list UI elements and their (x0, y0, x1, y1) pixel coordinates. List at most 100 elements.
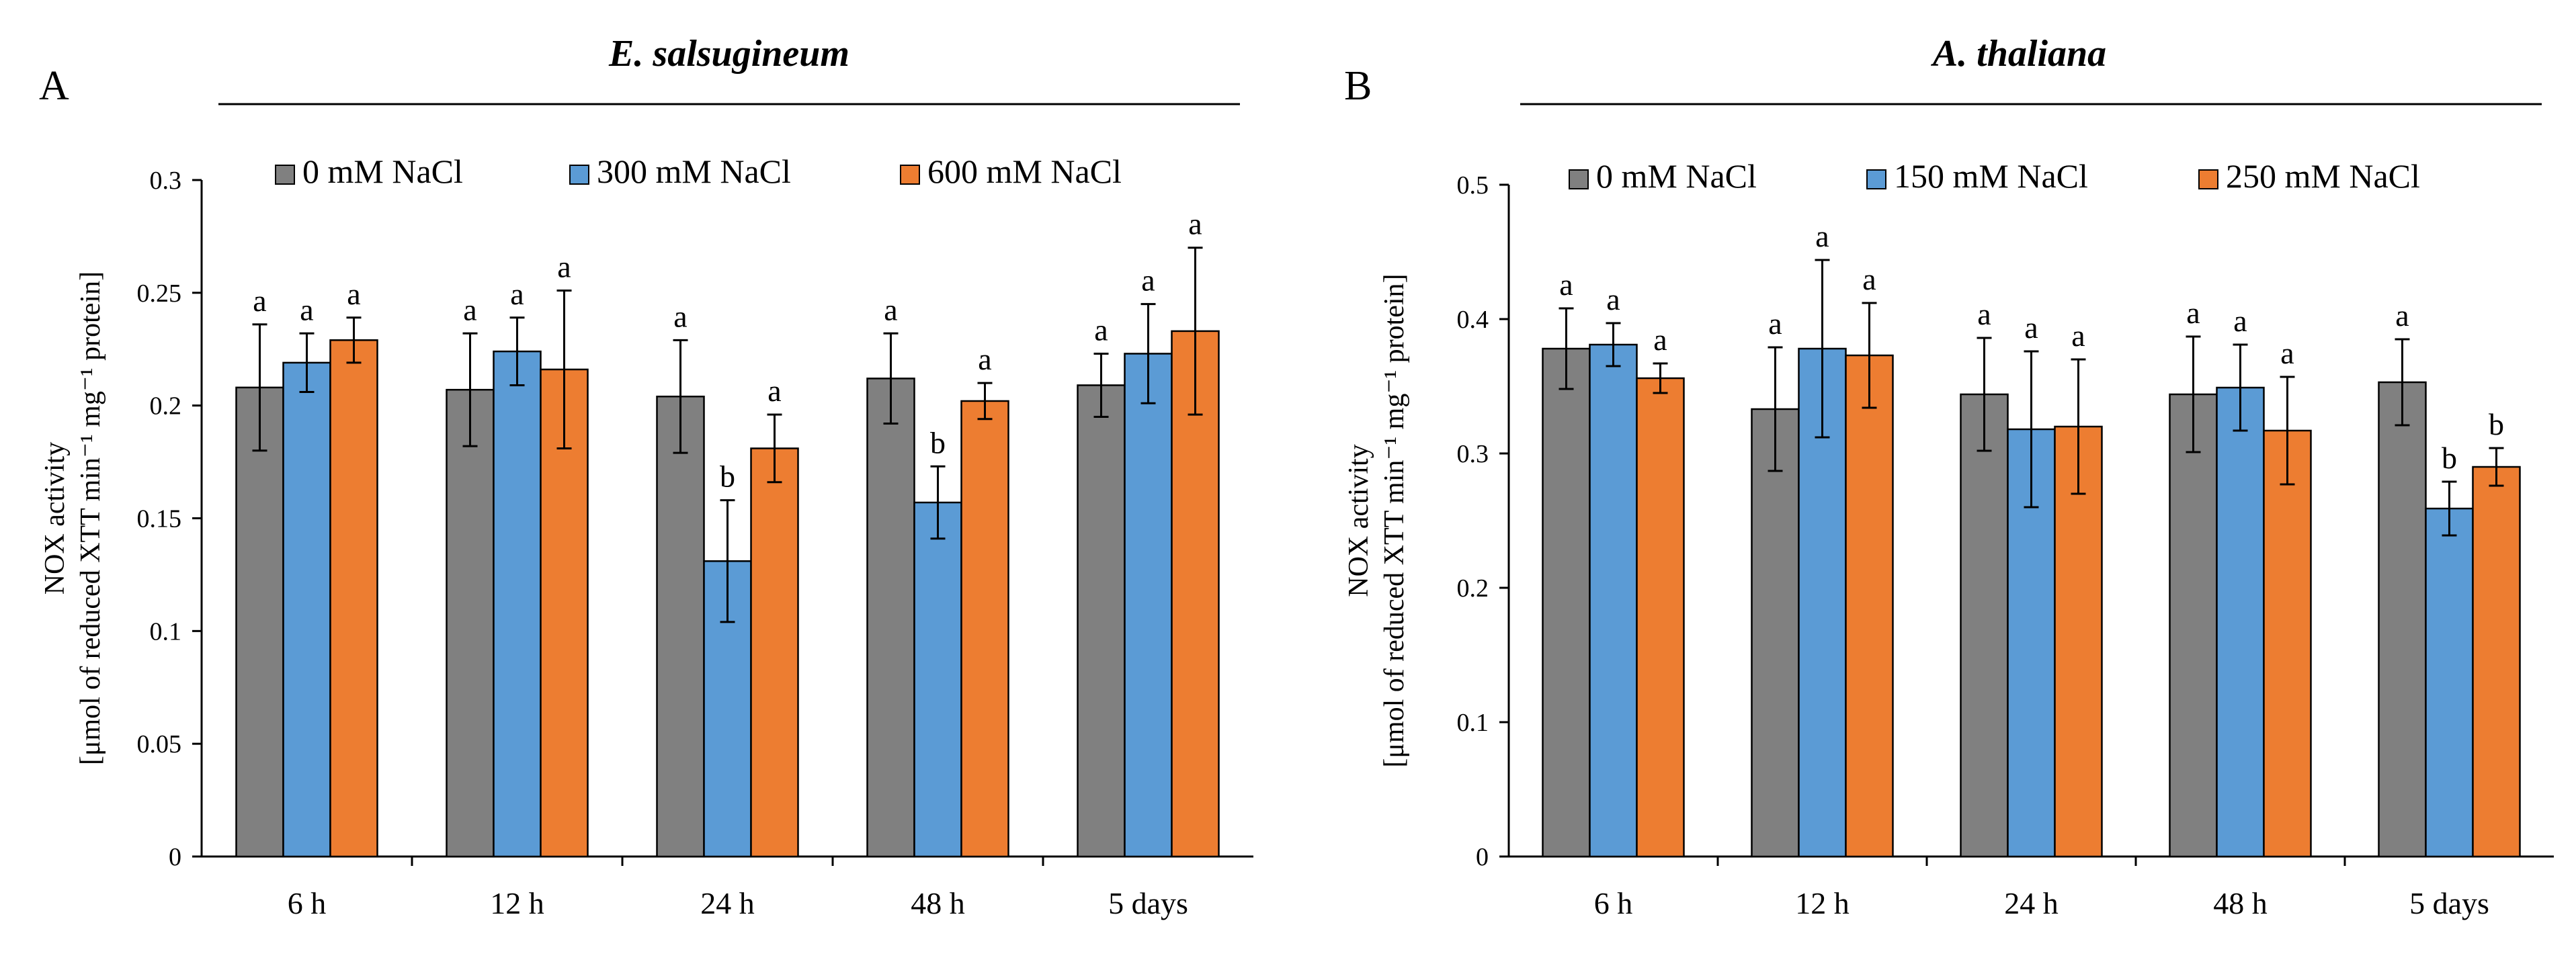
y-tick-label: 0.15 (137, 505, 182, 533)
y-tick-label: 0.5 (1457, 171, 1489, 200)
y-tick-label: 0.4 (1457, 306, 1489, 334)
legend-swatch (900, 165, 920, 185)
bar (866, 378, 915, 858)
significance-letter: a (2233, 304, 2247, 338)
significance-letter: a (2024, 310, 2038, 345)
x-tick-label: 48 h (911, 886, 965, 920)
y-tick-label: 0.3 (1457, 440, 1489, 468)
bar (1077, 384, 1126, 858)
bar (656, 395, 705, 858)
bar (1636, 377, 1685, 858)
bar (1751, 408, 1800, 858)
legend-swatch (1866, 169, 1886, 189)
significance-letter: a (1094, 312, 1108, 347)
bar (2378, 381, 2427, 858)
y-axis-label-line1: NOX activity (40, 442, 71, 595)
significance-letter: a (884, 292, 897, 326)
legend-label: 250 mM NaCl (2226, 157, 2420, 195)
bar (2263, 429, 2312, 858)
bar (540, 368, 589, 858)
x-tick-label: 5 days (1108, 886, 1188, 920)
bar (1845, 354, 1894, 858)
x-tick-label: 24 h (2004, 886, 2059, 920)
legend-swatch (569, 165, 589, 185)
y-axis-label-line2: [μmol of reduced XTT min⁻¹ mg⁻¹ protein] (75, 271, 106, 765)
significance-letter: b (720, 459, 735, 494)
significance-letter: a (510, 277, 524, 311)
y-tick-label: 0.05 (137, 730, 182, 758)
panel-label: A (39, 63, 69, 109)
significance-letter: a (1768, 306, 1782, 341)
legend-swatch (2198, 169, 2218, 189)
panel-label: B (1344, 63, 1372, 109)
y-axis-label-line2: [μmol of reduced XTT min⁻¹ mg⁻¹ protein] (1379, 273, 1410, 767)
bar (1960, 393, 2009, 858)
significance-letter: a (767, 374, 781, 408)
legend-label: 600 mM NaCl (927, 152, 1122, 190)
bar (1542, 347, 1591, 858)
legend-swatch (1569, 169, 1589, 189)
significance-letter: a (1862, 262, 1876, 296)
significance-letter: a (1559, 267, 1573, 302)
significance-letter: a (1606, 282, 1620, 316)
y-tick-label: 0 (169, 843, 181, 871)
legend-label: 300 mM NaCl (597, 152, 791, 190)
legend-swatch (275, 165, 295, 185)
panel-a: A E. salsugineum NOX activity [μmol of redu… (39, 33, 1253, 920)
significance-letter: a (673, 299, 687, 333)
significance-letter: a (463, 292, 476, 326)
panel-title: A. thaliana (1931, 33, 2106, 75)
bar (2425, 507, 2474, 858)
significance-letter: a (2280, 336, 2294, 370)
bar (1171, 330, 1220, 858)
significance-letter: a (1977, 297, 1991, 331)
significance-letter: a (2071, 318, 2085, 353)
panel-b: B A. thaliana NOX activity [μmol of reduced… (1343, 33, 2554, 920)
significance-letter: a (2186, 296, 2200, 330)
significance-letter: a (347, 277, 360, 311)
x-tick-label: 12 h (1795, 886, 1850, 920)
x-tick-label: 5 days (2409, 886, 2489, 920)
bar (1124, 353, 1173, 858)
x-tick-label: 6 h (1594, 886, 1633, 920)
x-tick-label: 6 h (288, 886, 327, 920)
bar (2216, 386, 2265, 858)
significance-letter: b (2442, 441, 2457, 475)
y-tick-label: 0.1 (1457, 709, 1489, 737)
significance-letter: a (1188, 207, 1202, 241)
y-tick-label: 0.2 (150, 392, 182, 421)
y-tick-label: 0.2 (1457, 574, 1489, 603)
bar (446, 388, 495, 858)
bar (329, 339, 378, 858)
bar (282, 361, 331, 858)
significance-letter: a (1653, 322, 1667, 357)
bar (235, 386, 284, 858)
y-axis-label-line1: NOX activity (1343, 444, 1374, 597)
panel-title: E. salsugineum (608, 33, 849, 75)
significance-letter: b (2489, 407, 2504, 441)
bar (960, 400, 1009, 858)
x-tick-label: 12 h (490, 886, 544, 920)
legend-label: 0 mM NaCl (1596, 157, 1757, 195)
bar (493, 350, 542, 858)
bar (750, 447, 799, 858)
significance-letter: a (1815, 219, 1829, 253)
significance-letter: a (978, 342, 991, 376)
significance-letter: a (557, 249, 571, 283)
y-tick-label: 0.1 (150, 617, 182, 646)
bar (1589, 343, 1638, 858)
bar (913, 501, 962, 858)
bar (2169, 393, 2218, 858)
significance-letter: a (253, 283, 266, 318)
significance-letter: a (300, 292, 313, 326)
legend-label: 0 mM NaCl (302, 152, 463, 190)
y-tick-label: 0.3 (150, 167, 182, 195)
significance-letter: b (930, 425, 946, 459)
significance-letter: a (1141, 263, 1155, 298)
x-tick-label: 24 h (700, 886, 755, 920)
legend-label: 150 mM NaCl (1894, 157, 2088, 195)
bar (2472, 466, 2521, 858)
y-tick-label: 0.25 (137, 279, 182, 308)
